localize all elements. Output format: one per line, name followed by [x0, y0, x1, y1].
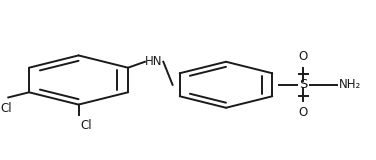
Text: S: S: [299, 78, 308, 91]
Text: NH₂: NH₂: [338, 78, 361, 91]
Text: HN: HN: [146, 55, 163, 68]
Text: Cl: Cl: [1, 102, 12, 115]
Text: Cl: Cl: [80, 119, 92, 132]
Text: O: O: [299, 50, 308, 63]
Text: O: O: [299, 106, 308, 119]
